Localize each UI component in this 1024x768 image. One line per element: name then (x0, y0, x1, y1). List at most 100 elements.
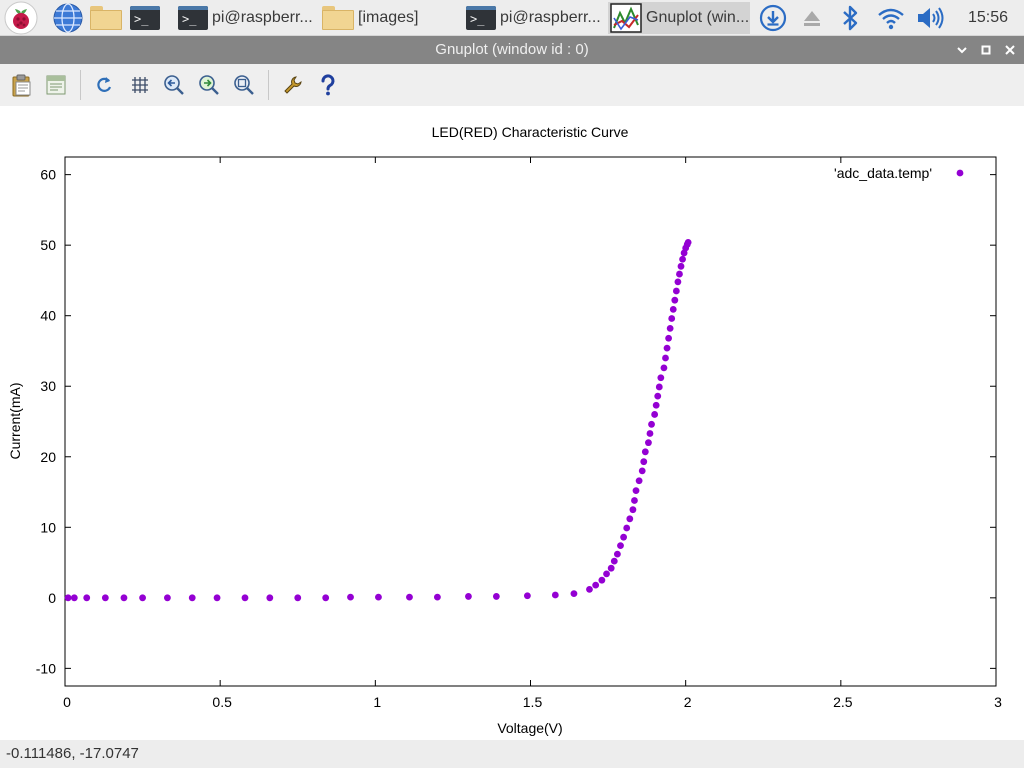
bluetooth-button[interactable] (838, 0, 862, 36)
minimize-button[interactable] (951, 36, 973, 64)
preferences-button[interactable] (279, 71, 307, 99)
data-point (617, 542, 624, 550)
data-point (64, 594, 72, 602)
data-point (631, 497, 638, 504)
x-tick-label: 1 (373, 694, 381, 710)
zoom-next-button[interactable] (195, 71, 223, 99)
window-title-bar[interactable]: Gnuplot (window id : 0) (0, 36, 1024, 64)
wifi-button[interactable] (876, 0, 906, 36)
chart-title: LED(RED) Characteristic Curve (432, 124, 629, 140)
preferences-icon (284, 76, 302, 94)
data-point (623, 524, 631, 532)
task-button-gnuplot[interactable]: Gnuplot (win... (608, 2, 750, 34)
data-point (666, 324, 674, 332)
web-browser-icon (53, 3, 83, 33)
data-point (645, 439, 652, 447)
data-point (607, 564, 615, 572)
data-point (651, 411, 659, 418)
y-tick-label: 10 (40, 519, 56, 535)
data-point (662, 354, 669, 362)
axis-ticks: -10 0 10 20 30 40 50 60 0 0.5 1 1.5 2 2.5 3 (36, 157, 1002, 710)
data-point (620, 533, 627, 541)
eject-button[interactable] (800, 0, 824, 36)
data-point (188, 594, 196, 602)
data-point (655, 383, 663, 391)
zoom-previous-button[interactable] (160, 71, 188, 99)
folder-icon (322, 6, 354, 30)
data-point (632, 487, 640, 495)
status-bar: -0.111486, -17.0747 (0, 740, 1024, 768)
updater-button[interactable] (758, 0, 788, 36)
data-point (613, 550, 621, 558)
grid-toggle-button[interactable] (126, 71, 154, 99)
y-tick-label: 20 (40, 449, 56, 465)
zoom-previous-icon (164, 75, 184, 95)
x-axis-label: Voltage(V) (497, 720, 562, 736)
copy-to-clipboard-button[interactable] (8, 71, 36, 99)
task-label: [images] (358, 9, 419, 26)
data-point (120, 594, 128, 602)
data-points (64, 238, 692, 602)
terminal-icon: >_ (178, 6, 208, 30)
data-point (672, 287, 680, 295)
help-icon (321, 74, 335, 96)
data-point (492, 593, 500, 600)
file-manager-icon (90, 6, 122, 30)
data-point (294, 594, 302, 602)
data-point (674, 278, 682, 286)
toolbar-separator (268, 70, 269, 100)
export-icon (46, 75, 66, 95)
file-manager-launcher[interactable] (90, 0, 122, 36)
update-download-icon (759, 4, 787, 32)
volume-icon (918, 7, 944, 29)
data-point (646, 430, 654, 437)
data-point (164, 594, 171, 602)
minimize-chevron-icon (957, 47, 967, 54)
data-point (101, 594, 109, 602)
data-point (626, 515, 634, 523)
task-button-images-folder[interactable]: [images] (320, 2, 460, 34)
web-browser-launcher[interactable] (52, 0, 84, 36)
gnuplot-toolbar (0, 64, 1024, 106)
data-point (322, 594, 330, 602)
replot-button[interactable] (90, 71, 118, 99)
data-point (640, 458, 648, 466)
data-point (671, 296, 679, 304)
raspberry-pi-menu-button[interactable] (4, 0, 38, 36)
y-tick-label: -10 (36, 660, 56, 676)
data-point (213, 594, 221, 602)
window-title: Gnuplot (window id : 0) (435, 41, 589, 58)
data-point (669, 305, 677, 313)
data-point (638, 467, 646, 475)
data-point (641, 448, 649, 456)
terminal-icon: >_ (466, 6, 496, 30)
task-button-terminal-2[interactable]: >_ pi@raspberr... (464, 2, 606, 34)
data-point (677, 262, 685, 270)
terminal-launcher[interactable]: >_ (130, 0, 160, 36)
task-label: Gnuplot (win... (646, 9, 750, 26)
export-button[interactable] (42, 71, 70, 99)
y-axis-label: Current(mA) (7, 382, 23, 459)
x-tick-label: 2 (684, 694, 692, 710)
data-point (551, 591, 559, 599)
close-button[interactable] (999, 36, 1021, 64)
task-label: pi@raspberr... (212, 9, 313, 26)
data-point (657, 374, 665, 382)
task-button-terminal-1[interactable]: >_ pi@raspberr... (176, 2, 326, 34)
data-point (83, 594, 91, 602)
x-tick-label: 3 (994, 694, 1002, 710)
legend-marker (956, 169, 964, 177)
data-point (586, 585, 593, 593)
data-point (347, 593, 354, 601)
autoscale-button[interactable] (230, 71, 258, 99)
data-point (668, 315, 676, 322)
y-tick-label: 0 (48, 590, 56, 606)
help-button[interactable] (314, 71, 342, 99)
data-point (375, 593, 382, 601)
data-point (592, 581, 600, 589)
clock[interactable]: 15:56 (967, 9, 1008, 26)
maximize-button[interactable] (975, 36, 997, 64)
plot-canvas[interactable]: LED(RED) Characteristic Curve Current(mA… (0, 106, 1024, 740)
legend-label: 'adc_data.temp' (834, 165, 932, 181)
volume-button[interactable] (914, 0, 946, 36)
